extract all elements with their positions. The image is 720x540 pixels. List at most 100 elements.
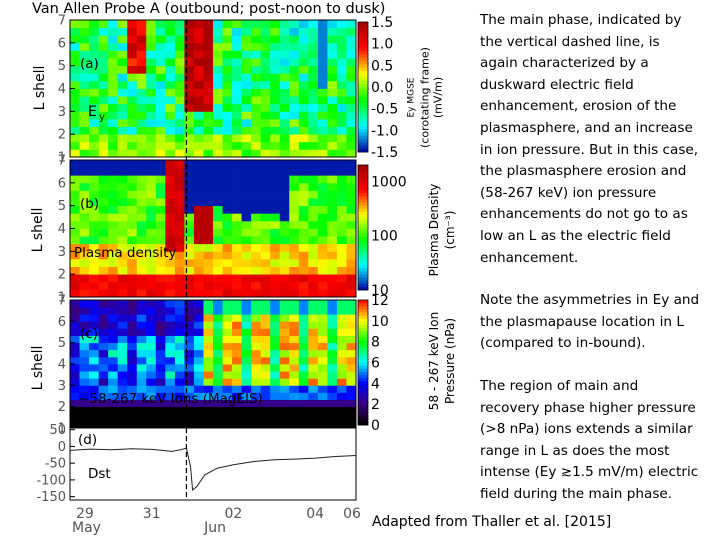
heatmap-cell	[279, 378, 290, 386]
heatmap-cell	[222, 65, 233, 74]
heatmap-cell	[308, 356, 319, 365]
heatmap-cell	[241, 141, 252, 150]
heatmap-cell	[193, 364, 204, 372]
heatmap-cell	[222, 198, 233, 207]
colorbar-tick-label: 100	[371, 229, 398, 245]
heatmap-cell	[251, 258, 262, 267]
heatmap-cell	[213, 167, 223, 176]
heatmap-cell	[127, 80, 138, 89]
heatmap-cell	[232, 134, 242, 143]
heatmap-cell	[251, 413, 262, 422]
heatmap-cell	[279, 167, 290, 176]
heatmap-cell	[203, 258, 214, 267]
heatmap-cell	[89, 73, 99, 82]
heatmap-cell	[251, 266, 262, 275]
heatmap-cell	[127, 392, 138, 400]
heatmap-cell	[317, 126, 328, 135]
heatmap-cell	[260, 73, 271, 82]
heatmap-cell	[184, 413, 195, 422]
colorbar-segment	[358, 318, 368, 323]
heatmap-cell	[203, 342, 214, 351]
heatmap-cell	[165, 220, 176, 229]
heatmap-cell	[127, 205, 138, 214]
heatmap-cell	[108, 118, 119, 127]
heatmap-cell	[127, 274, 138, 283]
heatmap-cell	[270, 20, 281, 29]
heatmap-cell	[251, 349, 262, 358]
heatmap-cell	[346, 281, 357, 290]
heatmap-cell	[298, 328, 309, 336]
heatmap-cell	[127, 175, 138, 184]
heatmap-cell	[174, 236, 185, 245]
heatmap-cell	[298, 300, 309, 308]
heatmap-cell	[174, 243, 185, 252]
heatmap-cell	[346, 58, 357, 67]
heatmap-cell	[155, 80, 166, 89]
heatmap-cell	[98, 335, 109, 344]
heatmap-cell	[146, 20, 157, 29]
heatmap-cell	[165, 356, 176, 365]
heatmap-cell	[136, 73, 147, 82]
heatmap-cell	[289, 205, 300, 214]
heatmap-cell	[98, 198, 109, 207]
heatmap-cell	[327, 364, 338, 372]
colorbar-segment	[358, 221, 368, 225]
heatmap-cell	[241, 205, 252, 214]
heatmap-cell	[317, 392, 328, 400]
heatmap-cell	[289, 236, 300, 245]
heatmap-cell	[241, 190, 252, 199]
heatmap-cell	[222, 342, 233, 351]
heatmap-cell	[89, 190, 99, 199]
heatmap-cell	[289, 342, 300, 351]
heatmap-cell	[174, 96, 185, 105]
heatmap-cell	[146, 198, 157, 207]
heatmap-cell	[174, 103, 185, 112]
heatmap-cell	[89, 406, 99, 415]
heatmap-cell	[174, 160, 185, 169]
heatmap-cell	[222, 281, 233, 290]
heatmap-cell	[193, 50, 204, 59]
heatmap-cell	[174, 356, 185, 365]
colorbar-label-a-line1: Ey MGSE	[406, 77, 417, 118]
heatmap-cell	[136, 314, 147, 322]
heatmap-cell	[327, 406, 338, 415]
heatmap-cell	[327, 50, 338, 59]
heatmap-cell	[127, 126, 138, 135]
heatmap-cell	[289, 314, 300, 322]
heatmap-cell	[70, 342, 80, 351]
heatmap-cell	[184, 406, 195, 415]
heatmap-cell	[260, 42, 271, 51]
heatmap-cell	[327, 58, 338, 67]
heatmap-cell	[184, 141, 195, 150]
heatmap-cell	[336, 167, 347, 176]
heatmap-cell	[108, 58, 119, 67]
heatmap-cell	[251, 289, 262, 298]
heatmap-cell	[213, 335, 223, 344]
heatmap-cell	[184, 65, 195, 74]
heatmap-cell	[117, 80, 128, 89]
heatmap-cell	[308, 134, 319, 143]
heatmap-cell	[79, 243, 90, 252]
colorbar-tick-label: 8	[371, 335, 380, 351]
heatmap-cell	[79, 314, 90, 322]
colorbar-segment	[358, 412, 368, 417]
heatmap-cell	[289, 385, 300, 393]
heatmap-cell	[232, 103, 242, 112]
heatmap-cell	[270, 190, 281, 199]
heatmap-cell	[251, 371, 262, 379]
heatmap-cell	[279, 198, 290, 207]
colorbar-segment	[358, 283, 368, 288]
heatmap-cell	[70, 160, 80, 169]
heatmap-cell	[260, 160, 271, 169]
colorbar-segment	[358, 409, 368, 413]
heatmap-cell	[127, 88, 138, 97]
heatmap-cell	[251, 126, 262, 135]
heatmap-cell	[260, 266, 271, 275]
heatmap-cell	[298, 314, 309, 322]
heatmap-cell	[184, 27, 195, 36]
heatmap-cell	[136, 126, 147, 135]
heatmap-cell	[279, 149, 290, 158]
text-line: recovery phase higher pressure	[480, 399, 696, 416]
colorbar-segment	[358, 306, 368, 310]
heatmap-cell	[232, 371, 242, 379]
